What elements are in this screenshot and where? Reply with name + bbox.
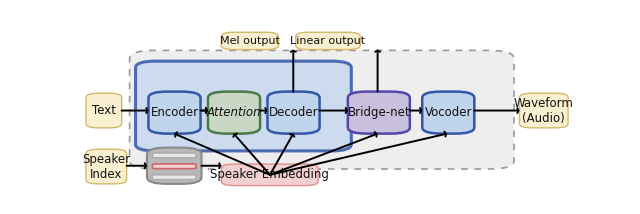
FancyBboxPatch shape: [147, 148, 202, 184]
FancyBboxPatch shape: [296, 32, 360, 50]
Text: Mel output: Mel output: [220, 36, 280, 46]
FancyBboxPatch shape: [86, 149, 127, 184]
FancyBboxPatch shape: [268, 92, 319, 134]
Text: Decoder: Decoder: [269, 106, 318, 119]
Text: Vocoder: Vocoder: [424, 106, 472, 119]
FancyBboxPatch shape: [148, 92, 200, 134]
FancyBboxPatch shape: [520, 93, 568, 128]
Text: Speaker Embedding: Speaker Embedding: [211, 168, 329, 181]
Text: Bridge-net: Bridge-net: [348, 106, 410, 119]
FancyBboxPatch shape: [221, 164, 318, 186]
FancyBboxPatch shape: [129, 51, 514, 169]
FancyBboxPatch shape: [136, 61, 351, 151]
FancyBboxPatch shape: [422, 92, 474, 134]
FancyBboxPatch shape: [208, 92, 260, 134]
Text: Speaker
Index: Speaker Index: [82, 153, 131, 181]
Text: Text: Text: [92, 104, 116, 117]
Text: Linear output: Linear output: [291, 36, 365, 46]
Text: Waveform
(Audio): Waveform (Audio): [514, 97, 573, 125]
FancyBboxPatch shape: [152, 164, 196, 169]
FancyBboxPatch shape: [348, 92, 410, 134]
Text: Attention: Attention: [207, 106, 261, 119]
Text: Encoder: Encoder: [150, 106, 198, 119]
FancyBboxPatch shape: [86, 93, 122, 128]
FancyBboxPatch shape: [221, 32, 278, 50]
FancyBboxPatch shape: [152, 175, 196, 180]
FancyBboxPatch shape: [152, 153, 196, 158]
